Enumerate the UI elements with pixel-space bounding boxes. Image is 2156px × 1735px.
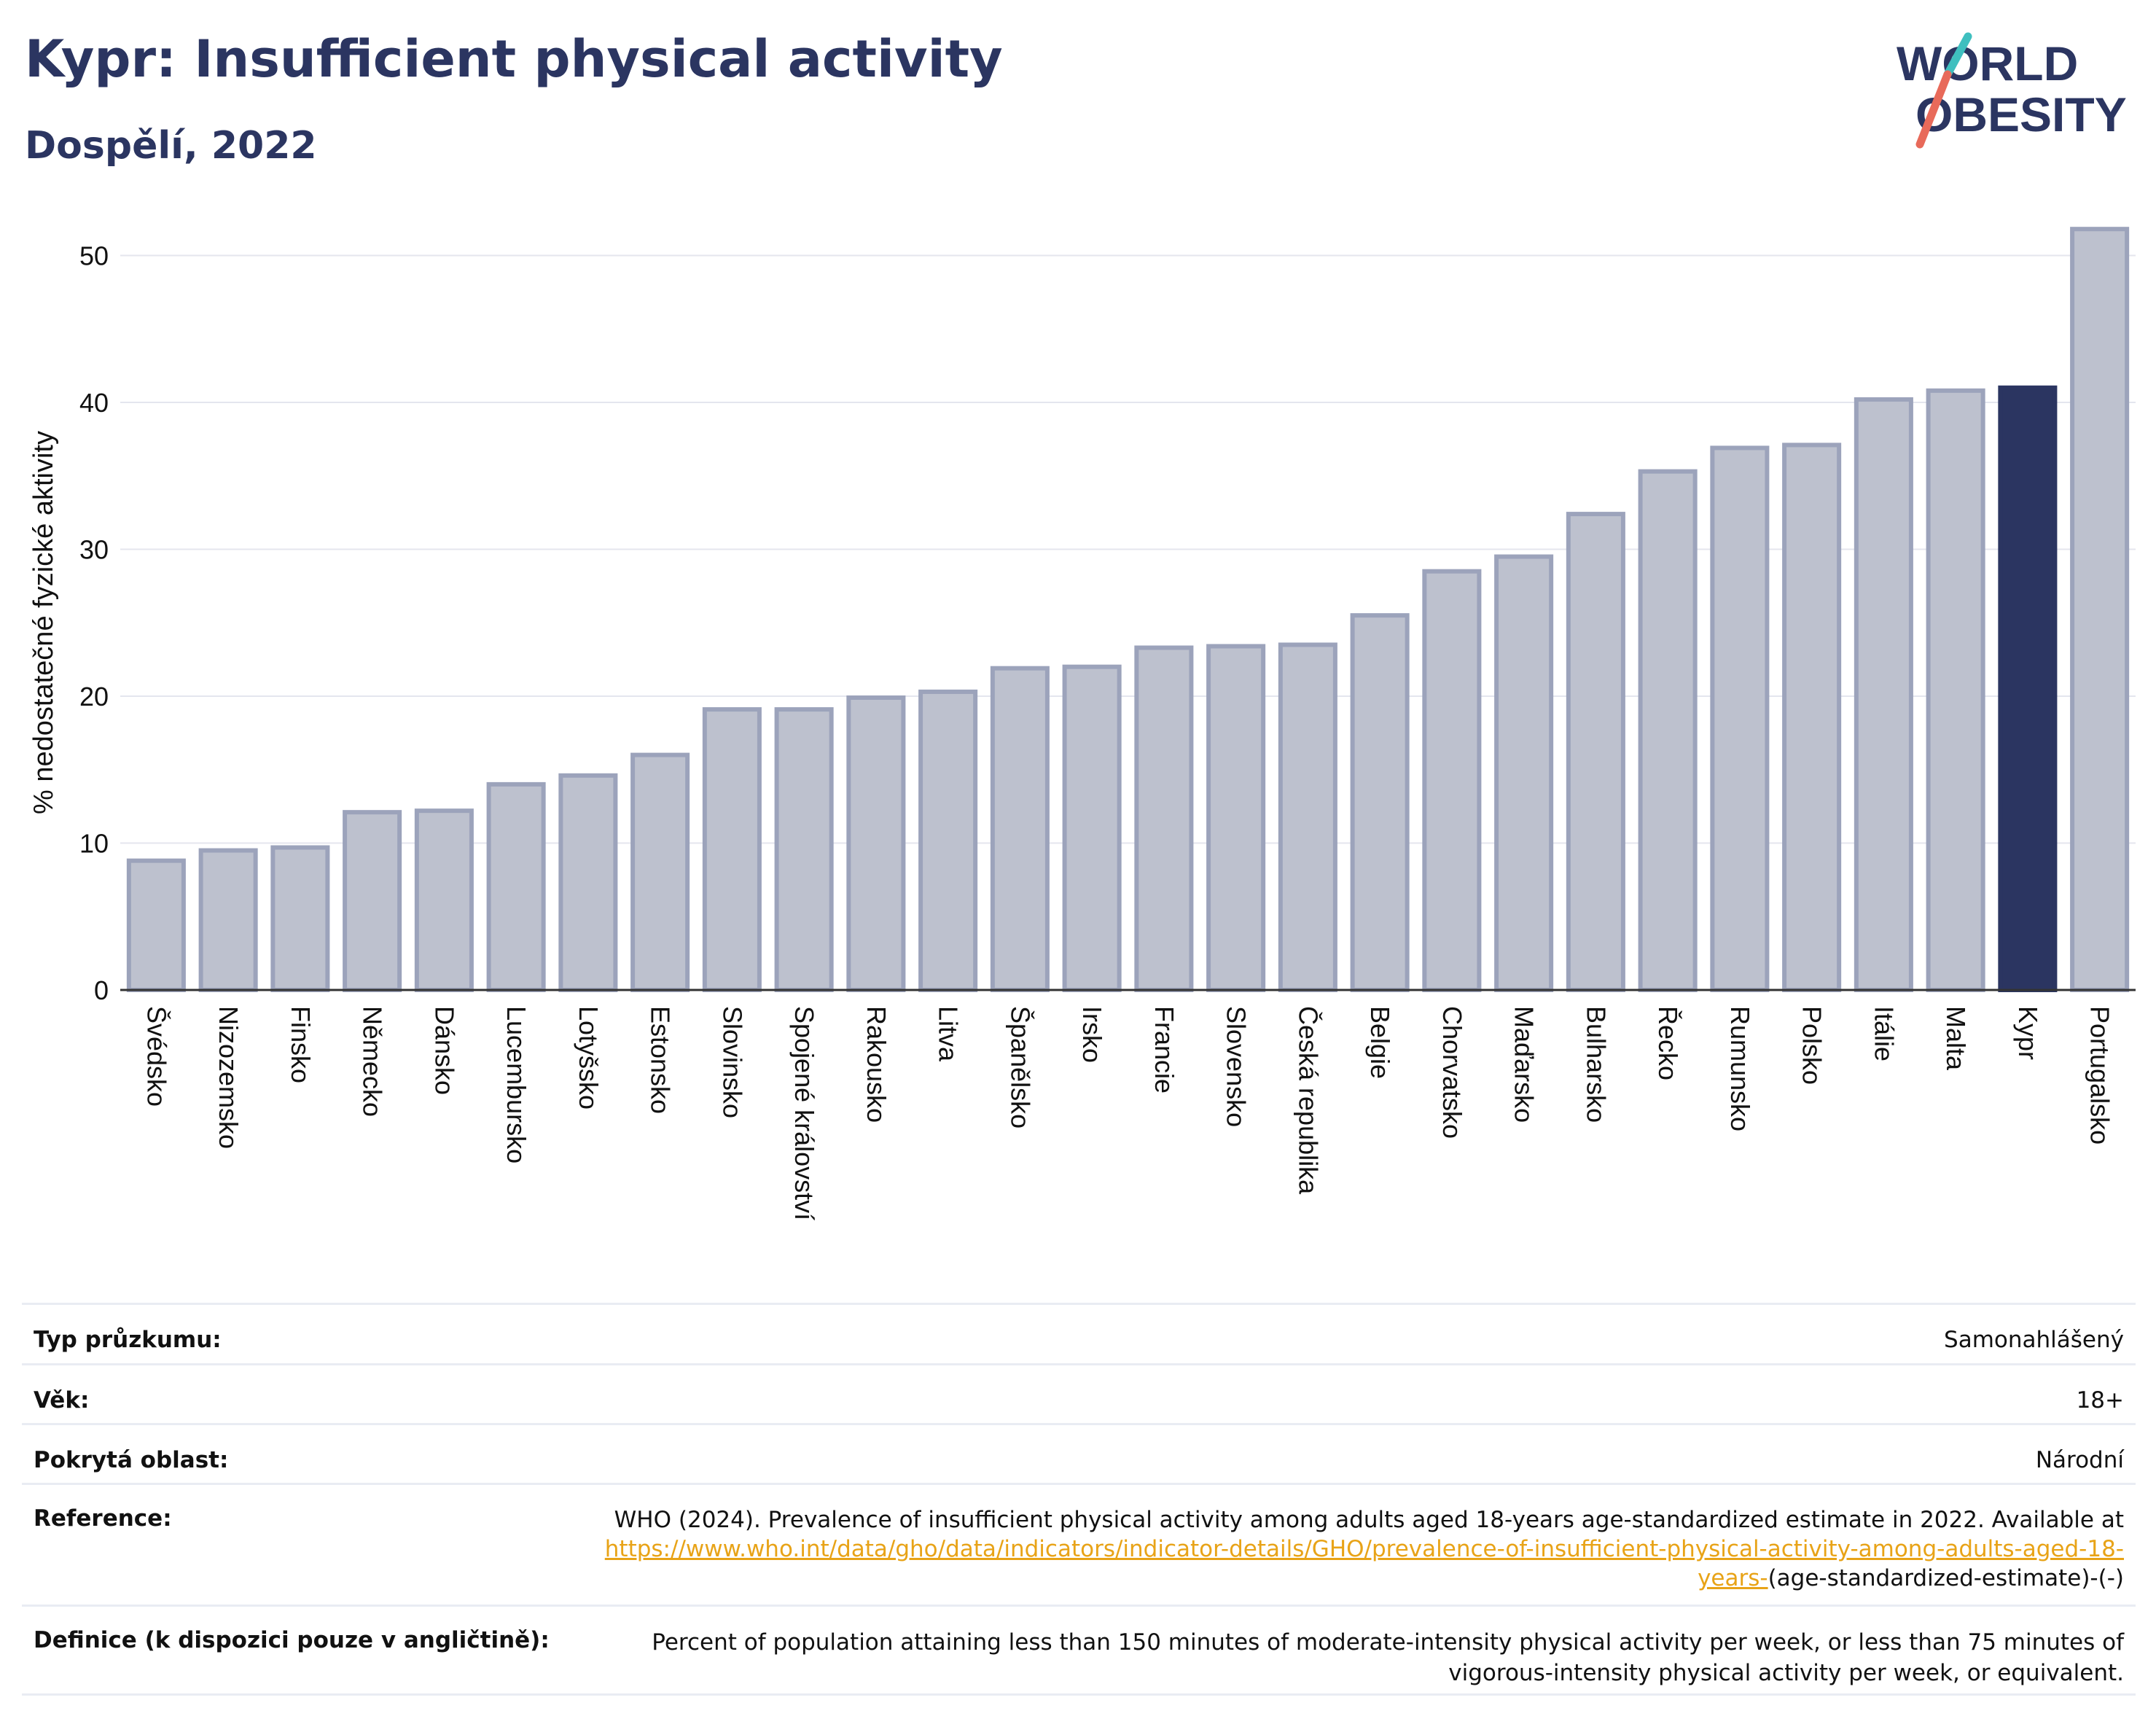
meta-row-survey: Typ průzkumu: Samonahlášený	[22, 1303, 2136, 1363]
meta-coverage-value: Národní	[2035, 1447, 2124, 1473]
bar-1	[198, 848, 258, 992]
y-axis-ticks: 0 10 20 30 40 50	[79, 241, 109, 1005]
bar-0	[126, 858, 186, 993]
meta-row-coverage: Pokrytá oblast: Národní	[22, 1423, 2136, 1483]
bar-3	[343, 810, 402, 992]
x-tick-label: Lotyšsko	[574, 1006, 604, 1110]
reference-link[interactable]: https://www.who.int/data/gho/data/indica…	[604, 1536, 2124, 1591]
bar-5	[486, 781, 546, 993]
bar-24	[1854, 397, 1913, 992]
x-tick-label: Malta	[1941, 1006, 1971, 1071]
meta-survey-label: Typ průzkumu:	[34, 1327, 222, 1353]
page-title: Kypr: Insufficient physical activity	[25, 29, 1003, 89]
x-tick-label: Bulharsko	[1581, 1006, 1611, 1123]
meta-row-age: Věk: 18+	[22, 1363, 2136, 1423]
x-tick-label: Portugalsko	[2085, 1006, 2115, 1145]
bar-27	[2070, 227, 2130, 992]
metadata-table: Typ průzkumu: Samonahlášený Věk: 18+ Pok…	[22, 1303, 2136, 1696]
bar-8	[702, 707, 762, 993]
x-tick-label: Spojené království	[789, 1006, 819, 1220]
y-tick-label: 0	[94, 975, 109, 1005]
x-tick-label: Rakousko	[862, 1006, 891, 1123]
x-tick-label: Nizozemsko	[214, 1006, 243, 1149]
meta-reference-label: Reference:	[34, 1505, 172, 1532]
meta-survey-value: Samonahlášený	[1944, 1327, 2124, 1353]
bar-13	[1062, 664, 1122, 992]
x-tick-label: Finsko	[286, 1006, 316, 1083]
bar-11	[918, 689, 978, 992]
x-tick-label: Kypr	[2013, 1006, 2043, 1060]
logo-slash-top	[1943, 32, 1972, 79]
page-subtitle: Dospělí, 2022	[25, 124, 317, 168]
x-tick-label: Řecko	[1653, 1006, 1683, 1080]
meta-row-definition: Definice (k dispozici pouze v angličtině…	[22, 1605, 2136, 1696]
x-tick-label: Irsko	[1077, 1006, 1107, 1063]
bar-14	[1134, 645, 1194, 992]
meta-age-label: Věk:	[34, 1387, 90, 1414]
bar-23	[1782, 442, 1842, 992]
logo-slash-bottom	[1915, 70, 1952, 149]
y-tick-label: 50	[79, 241, 109, 270]
meta-reference-value: WHO (2024). Prevalence of insufficient p…	[593, 1505, 2124, 1593]
bar-15	[1206, 644, 1266, 992]
bar-21	[1638, 469, 1698, 992]
world-obesity-logo: WORLD OBESITY	[1897, 32, 2127, 149]
meta-row-reference: Reference: WHO (2024). Prevalence of ins…	[22, 1483, 2136, 1605]
y-tick-label: 40	[79, 388, 109, 418]
x-tick-label: Maďarsko	[1509, 1006, 1539, 1123]
x-tick-label: Německo	[358, 1006, 388, 1117]
bar-17	[1350, 613, 1410, 992]
bar-16	[1278, 642, 1337, 992]
x-tick-label: Slovinsko	[717, 1006, 747, 1118]
meta-coverage-label: Pokrytá oblast:	[34, 1447, 229, 1473]
x-tick-label: Polsko	[1797, 1006, 1827, 1085]
x-tick-label: Slovensko	[1222, 1006, 1251, 1127]
reference-tail: (age-standardized-estimate)-(-)	[1768, 1565, 2124, 1591]
logo-line1: WORLD	[1897, 36, 2078, 90]
x-tick-label: Česká republika	[1293, 1006, 1323, 1195]
bar-18	[1422, 569, 1482, 992]
x-tick-label: Belgie	[1365, 1006, 1395, 1079]
x-tick-label: Litva	[934, 1006, 964, 1062]
bar-7	[630, 752, 690, 993]
x-tick-label: Lucembursko	[501, 1006, 531, 1163]
x-tick-label: Švédsko	[141, 1006, 171, 1107]
meta-age-value: 18+	[2076, 1387, 2124, 1414]
x-tick-label: Dánsko	[429, 1006, 459, 1095]
x-tick-label: Estonsko	[646, 1006, 676, 1114]
logo-line2: OBESITY	[1915, 87, 2127, 141]
x-tick-label: Španělsko	[1005, 1006, 1035, 1128]
y-axis-label: % nedostatečné fyzické aktivity	[28, 431, 59, 814]
bar-10	[846, 695, 906, 992]
bar-6	[558, 773, 618, 993]
bar-19	[1494, 554, 1554, 992]
bar-20	[1566, 512, 1625, 992]
bars	[126, 227, 2130, 993]
x-axis-labels: Švédsko Nizozemsko Finsko Německo Dánsko Luce…	[141, 1006, 2114, 1220]
y-tick-label: 30	[79, 534, 109, 564]
reference-text: WHO (2024). Prevalence of insufficient p…	[614, 1507, 2124, 1533]
bar-4	[414, 808, 474, 992]
bar-9	[774, 707, 834, 993]
x-tick-label: Rumunsko	[1725, 1006, 1755, 1131]
x-tick-label: Chorvatsko	[1437, 1006, 1467, 1139]
meta-definition-value: Percent of population attaining less tha…	[652, 1629, 2124, 1686]
bar-2	[270, 845, 330, 993]
bar-12	[990, 666, 1050, 992]
bar-26	[1998, 385, 2058, 992]
y-tick-label: 20	[79, 682, 109, 711]
bar-22	[1710, 445, 1770, 992]
bar-25	[1926, 388, 1985, 992]
x-tick-label: Francie	[1149, 1006, 1179, 1093]
x-tick-label: Itálie	[1869, 1006, 1899, 1061]
bar-chart: 0 10 20 30 40 50 Švédsko Nizozemsko Finsko Němec…	[28, 227, 2136, 1220]
y-tick-label: 10	[79, 828, 109, 858]
meta-definition-label: Definice (k dispozici pouze v angličtině…	[34, 1627, 550, 1653]
